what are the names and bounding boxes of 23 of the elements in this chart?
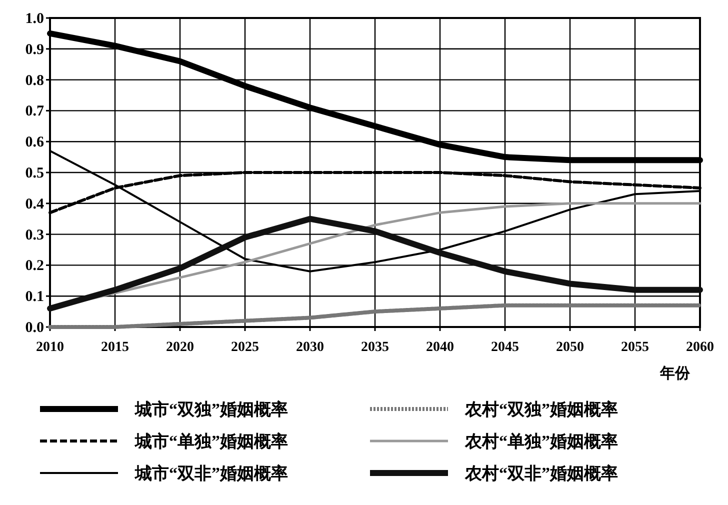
ytick: 0.7 [25,104,44,120]
xtick: 2050 [556,340,584,355]
ytick: 0.5 [25,166,44,182]
ytick: 0.3 [25,227,44,244]
xtick: 2040 [426,340,454,355]
xtick: 2060 [686,340,714,355]
xtick: 2045 [491,340,519,355]
ytick: 1.0 [25,11,44,27]
ytick: 0.8 [25,72,44,89]
ytick: 0.1 [25,289,44,306]
ytick: 0.2 [25,258,44,274]
xtick: 2020 [166,340,194,355]
xtick: 2010 [36,340,64,355]
xtick: 2015 [101,340,129,355]
xtick: 2035 [361,340,389,355]
ytick: 0.9 [25,42,44,58]
xtick: 2025 [231,340,259,355]
ytick: 0.0 [25,320,44,336]
xtick: 2030 [296,340,324,355]
xtick: 2055 [621,340,649,355]
xlabel: 年份 [660,366,690,382]
ytick: 0.6 [25,134,44,151]
ytick: 0.4 [25,196,44,212]
